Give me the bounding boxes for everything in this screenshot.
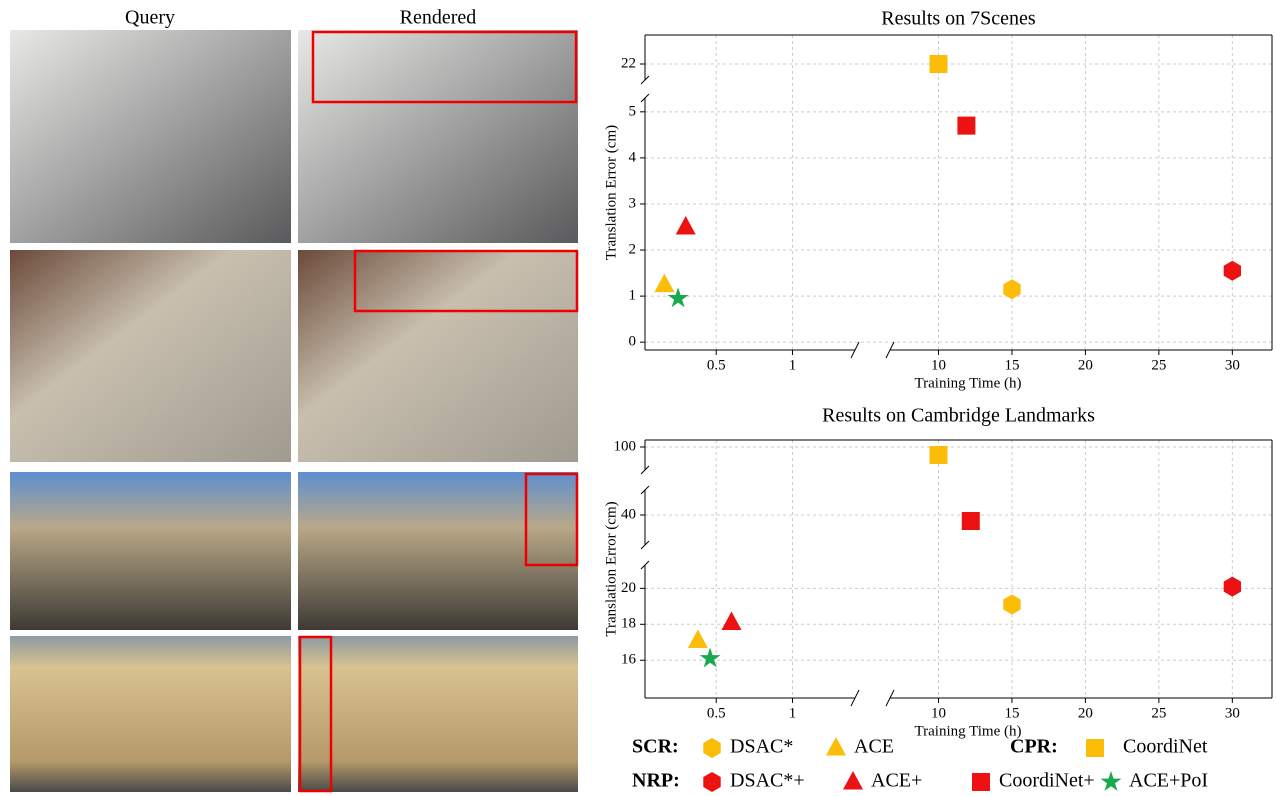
y-axis-label: Translation Error (cm) (603, 501, 619, 636)
legend-label: DSAC* (730, 736, 793, 758)
legend-group: NRP: (632, 770, 680, 792)
y-tick-label: 40 (621, 506, 636, 522)
chart-title: Results on 7Scenes (881, 8, 1036, 30)
x-tick-label: 0.5 (707, 705, 726, 721)
axis-break (640, 485, 650, 495)
y-tick-label: 20 (621, 580, 636, 596)
x-tick-label: 25 (1151, 357, 1166, 373)
axis-break (885, 341, 895, 359)
point (721, 611, 742, 630)
x-axis-label: Training Time (h) (915, 723, 1022, 739)
photo (10, 250, 291, 462)
legend-marker (1100, 771, 1122, 791)
axis-break (640, 93, 650, 103)
legend-label: ACE+PoI (1129, 770, 1208, 792)
legend-group: CPR: (1010, 736, 1058, 758)
y-tick-label: 16 (621, 652, 637, 668)
x-tick-label: 0.5 (707, 357, 726, 373)
x-tick-label: 20 (1078, 357, 1093, 373)
point (957, 116, 976, 135)
x-tick-label: 1 (789, 705, 797, 721)
axis-break (640, 560, 650, 570)
photo (298, 250, 578, 462)
point (687, 629, 708, 648)
point (667, 287, 689, 308)
legend-label: ACE (854, 736, 894, 758)
x-tick-label: 15 (1004, 705, 1019, 721)
x-tick-label: 20 (1078, 705, 1093, 721)
point (699, 647, 721, 668)
legend-label: ACE+ (871, 770, 922, 792)
point (929, 446, 948, 464)
legend-label: DSAC*+ (730, 770, 805, 792)
legend-marker (972, 773, 990, 791)
legend-label: CoordiNet (1123, 736, 1208, 758)
point (1223, 576, 1241, 597)
x-tick-label: 10 (931, 357, 946, 373)
x-tick-label: 15 (1004, 357, 1019, 373)
image-grid (10, 30, 579, 793)
highlight-box (524, 472, 579, 567)
axis-break (885, 689, 895, 707)
photo (298, 472, 578, 630)
axis-break (850, 689, 860, 707)
y-tick-label: 3 (629, 195, 637, 211)
point (1223, 260, 1241, 281)
x-axis-label: Training Time (h) (915, 375, 1022, 391)
column-header: Rendered (400, 7, 477, 29)
point (961, 512, 980, 530)
point (1003, 594, 1021, 615)
x-tick-label: 10 (931, 705, 946, 721)
legend-marker (1086, 739, 1104, 757)
point (929, 55, 948, 73)
photo (10, 636, 291, 792)
x-tick-label: 30 (1225, 357, 1240, 373)
legend-marker (843, 771, 863, 790)
legend-label: CoordiNet+ (999, 770, 1095, 792)
y-tick-label: 5 (629, 103, 637, 119)
x-tick-label: 30 (1225, 705, 1240, 721)
axis-break (850, 341, 860, 359)
x-tick-label: 1 (789, 357, 797, 373)
point (654, 273, 675, 293)
photo (298, 636, 578, 792)
y-tick-label: 18 (621, 616, 636, 632)
y-axis-label: Translation Error (cm) (603, 125, 619, 260)
legend-marker (826, 737, 846, 756)
y-tick-label: 22 (621, 55, 636, 71)
y-tick-label: 2 (629, 241, 637, 257)
highlight-box (311, 30, 578, 104)
axis-break (640, 540, 650, 550)
charts: Results on 7Scenes 0.5 1 10 15 20 25 30 0 1 2 3 4 5 22… (603, 8, 1273, 792)
axis-break (640, 75, 650, 85)
axis-break (640, 465, 650, 475)
photo (298, 30, 578, 243)
legend-marker (703, 772, 721, 792)
y-tick-label: 100 (614, 438, 637, 454)
highlight-box (298, 635, 333, 793)
x-tick-label: 25 (1151, 705, 1166, 721)
y-tick-label: 0 (629, 334, 637, 350)
y-tick-label: 4 (629, 149, 637, 165)
photo (10, 30, 291, 243)
highlight-box (353, 249, 579, 313)
y-tick-label: 1 (629, 288, 637, 304)
column-header: Query (125, 7, 175, 29)
legend-group: SCR: (632, 736, 679, 758)
legend-marker (703, 738, 721, 758)
point (1003, 279, 1021, 300)
chart-title: Results on Cambridge Landmarks (822, 405, 1095, 427)
point (675, 216, 696, 235)
photo (10, 472, 291, 630)
